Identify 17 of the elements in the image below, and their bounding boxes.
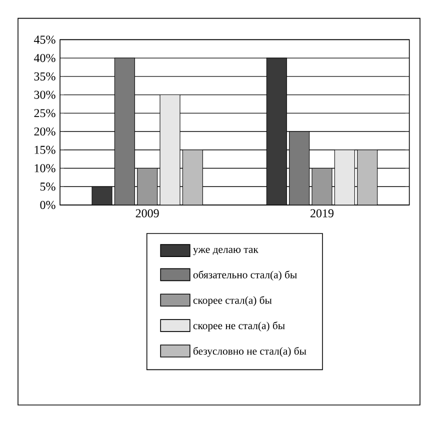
x-tick-label: 2009 [136,209,159,218]
y-tick-label: 20% [34,127,56,136]
y-tick-label: 0% [40,200,56,210]
y-tick-label: 25% [34,109,56,118]
legend-label: обязательно стал(а) бы [193,270,297,281]
legend-label: уже делаю так [193,248,258,256]
legend-label: скорее стал(а) бы [193,296,272,306]
y-tick-label: 45% [34,36,56,44]
x-tick-label: 2019 [310,209,334,218]
legend-label: скорее не стал(а) бы [193,322,285,332]
y-tick-label: 35% [34,72,56,80]
y-tick-label: 5% [40,182,56,191]
y-tick-label: 10% [34,164,56,172]
y-tick-label: 40% [34,54,56,62]
y-tick-label: 15% [34,146,56,154]
legend-label: безусловно не стал(а) бы [193,346,306,357]
y-tick-label: 30% [34,90,56,99]
